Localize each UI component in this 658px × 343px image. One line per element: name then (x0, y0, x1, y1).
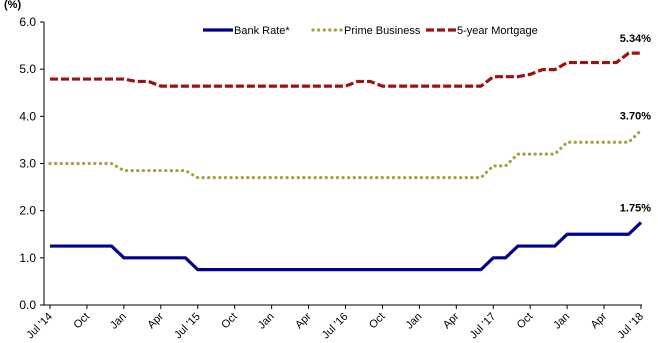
x-axis: Jul '14 Oct Jan Apr Jul '15 Oct Jan Apr Jul '16 O… (24, 304, 646, 342)
legend: Bank Rate* Prime Business 5-year Mortgage (203, 25, 538, 37)
x-tick-label: Jul '18 (615, 311, 646, 342)
y-tick-label: 6.0 (19, 15, 36, 29)
y-tick-label: 0.0 (19, 298, 36, 312)
end-labels: 1.75% 3.70% 5.34% (620, 33, 651, 214)
x-tick-label: Oct (71, 311, 92, 332)
end-value-label: 3.70% (620, 110, 651, 122)
y-tick-label: 5.0 (19, 62, 36, 76)
x-tick-label: Jul '17 (468, 311, 499, 342)
x-tick-label: Apr (145, 310, 166, 331)
y-axis-unit: (%) (4, 0, 21, 11)
x-tick-label: Jul '15 (172, 311, 203, 342)
series-line-0 (50, 221, 643, 272)
x-tick-label: Jan (256, 311, 277, 332)
legend-label: 5-year Mortgage (457, 25, 538, 37)
x-tick-label: Jan (403, 311, 424, 332)
x-tick-label: Apr (293, 310, 314, 331)
x-tick-label: Oct (515, 311, 536, 332)
x-tick-label: Oct (367, 311, 388, 332)
legend-label: Bank Rate* (234, 25, 290, 37)
y-tick-label: 4.0 (19, 109, 36, 123)
x-tick-label: Apr (441, 310, 462, 331)
series-line-1 (48, 128, 643, 180)
y-tick-label: 2.0 (19, 204, 36, 218)
legend-label: Prime Business (344, 25, 421, 37)
end-value-label: 1.75% (620, 202, 651, 214)
x-tick-label: Jul '16 (320, 311, 351, 342)
series-line-2 (50, 51, 641, 88)
x-tick-label: Jan (108, 311, 129, 332)
x-tick-label: Apr (589, 310, 610, 331)
end-value-label: 5.34% (620, 33, 651, 45)
y-axis: 0.0 1.0 2.0 3.0 4.0 5.0 6.0 (19, 15, 45, 312)
x-tick-label: Jul '14 (24, 311, 55, 342)
x-tick-label: Jan (551, 311, 572, 332)
x-tick-label: Oct (219, 311, 240, 332)
series-layer (48, 51, 643, 272)
y-tick-label: 3.0 (19, 157, 36, 171)
y-tick-label: 1.0 (19, 251, 36, 265)
